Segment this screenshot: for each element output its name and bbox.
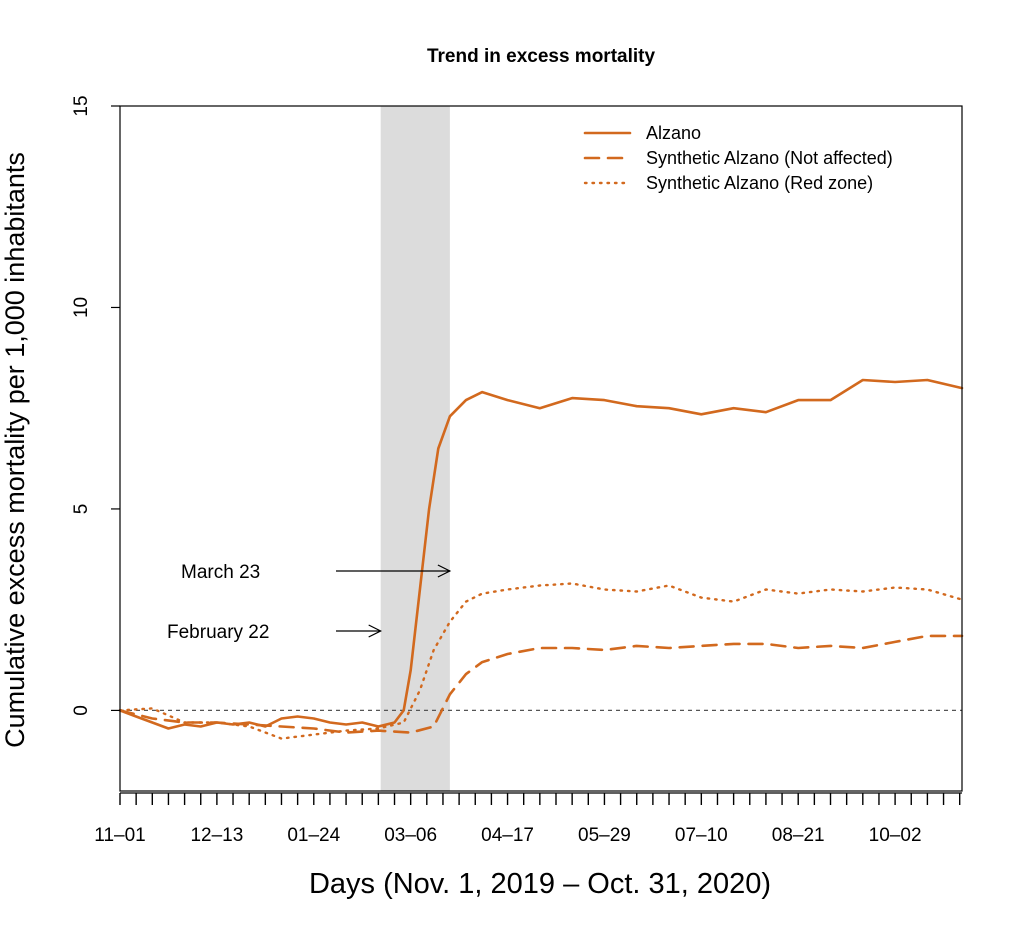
y-axis-label: Cumulative excess mortality per 1,000 in… <box>0 152 30 748</box>
x-axis-label: Days (Nov. 1, 2019 – Oct. 31, 2020) <box>309 868 771 900</box>
y-tick-label: 10 <box>71 297 92 318</box>
legend-label: Synthetic Alzano (Red zone) <box>646 173 873 193</box>
x-tick-label: 01–24 <box>287 825 340 846</box>
x-tick-label: 03–06 <box>384 825 437 846</box>
plot-frame <box>119 105 963 792</box>
annotation-arrowhead <box>368 624 383 638</box>
legend-label: Alzano <box>646 123 701 143</box>
annotation-label: March 23 <box>181 562 260 583</box>
x-tick-label: 08–21 <box>772 825 825 846</box>
series-line-3 <box>118 582 964 740</box>
annotations: March 23 February 22 <box>167 562 452 643</box>
x-tick-label: 11–01 <box>94 825 145 846</box>
x-tick-label: 05–29 <box>578 825 631 846</box>
x-tick-label: 07–10 <box>675 825 728 846</box>
legend-label: Synthetic Alzano (Not affected) <box>646 148 893 168</box>
x-tick-label: 10–02 <box>869 825 922 846</box>
y-tick-label: 5 <box>71 504 92 515</box>
y-tick-label: 0 <box>71 705 92 716</box>
series-line-1 <box>118 378 964 730</box>
x-tick-label: 12–13 <box>190 825 243 846</box>
annotation-arrowhead <box>437 564 452 578</box>
series-line-2 <box>118 634 964 734</box>
y-tick-label: 15 <box>71 95 92 116</box>
plot-area: 0 5 10 15 11–01 12–13 01–24 03–06 04–17 05–29 07–1… <box>71 95 964 846</box>
chart-title: Trend in excess mortality <box>427 46 656 67</box>
annotation-label: February 22 <box>167 622 269 643</box>
x-tick-label: 04–17 <box>481 825 534 846</box>
legend: Alzano Synthetic Alzano (Not affected) Syn… <box>583 123 893 193</box>
